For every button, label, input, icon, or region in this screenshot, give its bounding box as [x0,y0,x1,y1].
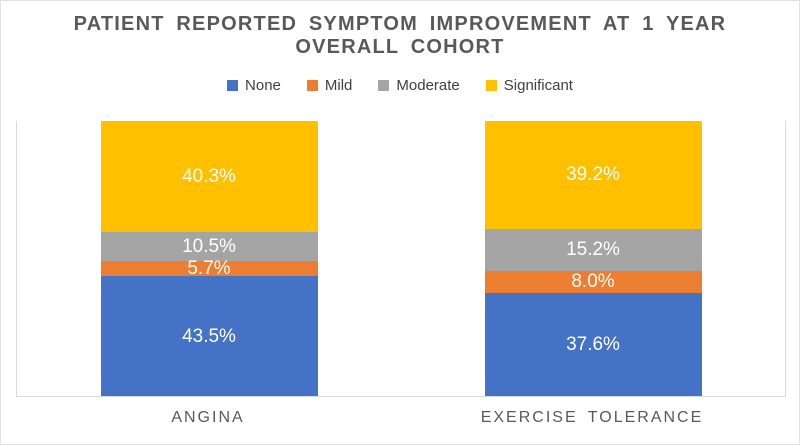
segment-label: 43.5% [182,325,236,347]
bar-exercise-tolerance: 37.6% 8.0% 15.2% 39.2% [484,121,702,396]
chart-title: PATIENT REPORTED SYMPTOM IMPROVEMENT AT … [1,13,799,59]
axis-label-exercise-tolerance: EXERCISE TOLERANCE [480,409,704,426]
legend-label-significant: Significant [503,77,573,94]
x-axis-labels: ANGINA EXERCISE TOLERANCE [16,403,784,433]
legend: None Mild Moderate Significant [1,77,799,94]
legend-swatch-none [227,80,239,91]
legend-label-moderate: Moderate [396,77,460,94]
segment-exercise-none: 37.6% [484,292,702,396]
segment-label: 15.2% [566,239,620,261]
legend-swatch-significant [485,80,497,91]
plot-cell-angina: 43.5% 5.7% 10.5% 40.3% [17,121,401,396]
segment-label: 37.6% [566,333,620,355]
plot-area: 43.5% 5.7% 10.5% 40.3% 37.6% 8.0% [16,121,786,397]
segment-exercise-mild: 8.0% [484,270,702,293]
plot-cell-exercise-tolerance: 37.6% 8.0% 15.2% 39.2% [401,121,785,396]
segment-label: 8.0% [571,271,615,293]
segment-angina-moderate: 10.5% [100,231,318,261]
segment-label: 40.3% [182,165,236,187]
segment-angina-none: 43.5% [100,276,318,396]
segment-label: 5.7% [187,258,231,280]
legend-swatch-moderate [378,80,390,91]
legend-label-mild: Mild [324,77,353,94]
segment-exercise-moderate: 15.2% [484,228,702,271]
segment-angina-mild: 5.7% [100,258,318,280]
legend-item-mild: Mild [306,77,353,94]
chart-title-line2: OVERALL COHORT [295,36,505,58]
chart-title-line1: PATIENT REPORTED SYMPTOM IMPROVEMENT AT … [73,13,727,35]
segment-exercise-significant: 39.2% [484,121,702,229]
segment-label: 10.5% [182,235,236,257]
legend-label-none: None [245,77,281,94]
bar-angina: 43.5% 5.7% 10.5% 40.3% [100,121,318,396]
segment-label: 39.2% [566,164,620,186]
legend-swatch-mild [306,80,318,91]
segment-angina-significant: 40.3% [100,121,318,232]
axis-label-angina: ANGINA [171,409,245,426]
legend-item-moderate: Moderate [378,77,460,94]
legend-item-significant: Significant [485,77,573,94]
legend-item-none: None [227,77,281,94]
